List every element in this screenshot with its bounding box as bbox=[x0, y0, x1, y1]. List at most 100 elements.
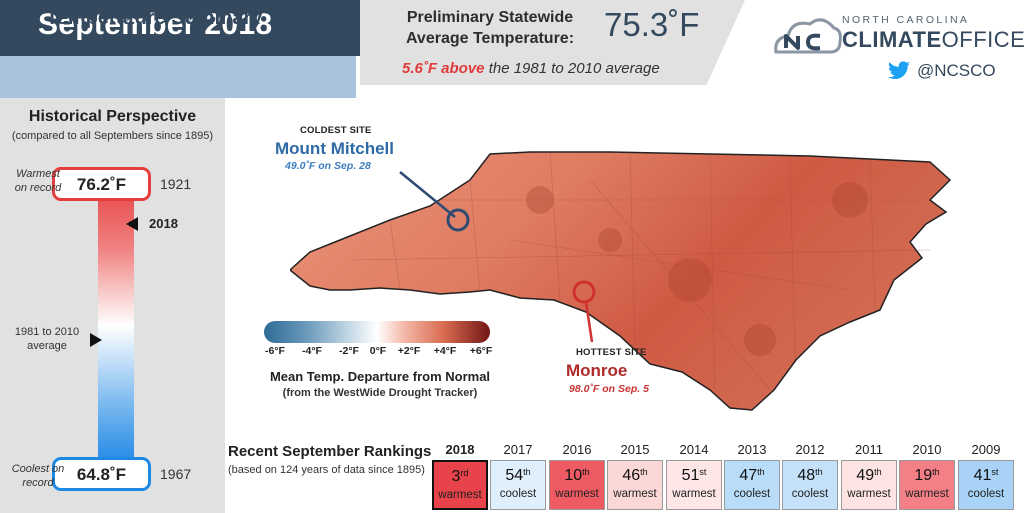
hottest-pointer-line bbox=[584, 301, 594, 343]
ranking-year: 2015 bbox=[620, 442, 650, 457]
legend-tick: -6°F bbox=[265, 345, 285, 357]
logo-name-rest: OFFICE bbox=[941, 27, 1024, 52]
ranking-value: 47th bbox=[739, 467, 765, 484]
ranking-cell: 3rd warmest bbox=[432, 460, 488, 510]
historical-subtitle: (compared to all Septembers since 1895) bbox=[11, 130, 214, 142]
ranking-year: 2018 bbox=[445, 442, 475, 457]
ranking-cell: 19th warmest bbox=[899, 460, 955, 510]
ranking-suffix: th bbox=[932, 467, 940, 477]
ranking-value: 54th bbox=[505, 467, 531, 484]
coolest-record-label: Coolest on record bbox=[6, 462, 70, 490]
ranking-suffix: th bbox=[874, 467, 882, 477]
ranking-word: coolest bbox=[733, 488, 771, 500]
coldest-site-label: COLDEST SITE bbox=[300, 125, 372, 136]
ranking-year: 2017 bbox=[503, 442, 533, 457]
ranking-cell: 51st warmest bbox=[666, 460, 722, 510]
hottest-site-detail: 98.0˚F on Sep. 5 bbox=[569, 383, 649, 395]
warmest-label-line2: on record bbox=[14, 182, 62, 194]
average-label-line1: 1981 to 2010 bbox=[14, 326, 80, 338]
ranking-year: 2012 bbox=[795, 442, 825, 457]
ranking-word: warmest bbox=[847, 488, 891, 500]
ranking-value: 46th bbox=[622, 467, 648, 484]
ranking-year: 2011 bbox=[855, 442, 883, 457]
statewide-label-line2: Average Temperature: bbox=[405, 30, 575, 47]
coldest-site-marker-icon bbox=[446, 208, 470, 232]
twitter-bird-icon[interactable] bbox=[887, 61, 911, 81]
page-title: September 2018 bbox=[38, 8, 273, 41]
warmest-label-line1: Warmest bbox=[16, 168, 60, 180]
legend-tick: -2°F bbox=[339, 345, 359, 357]
historical-title: Historical Perspective bbox=[28, 108, 197, 125]
ranking-year: 2009 bbox=[971, 442, 1001, 457]
north-carolina-temperature-map bbox=[290, 151, 952, 411]
ranking-value: 49th bbox=[856, 467, 882, 484]
statewide-average-value: 75.3˚F bbox=[604, 6, 700, 43]
warmest-record-value: 76.2˚F bbox=[52, 167, 151, 201]
legend-tick: +6°F bbox=[469, 345, 493, 357]
coldest-pointer-line bbox=[399, 171, 456, 218]
ranking-cell: 47th coolest bbox=[724, 460, 780, 510]
ranking-word: warmest bbox=[905, 488, 949, 500]
ranking-word: coolest bbox=[967, 488, 1005, 500]
ranking-value: 10th bbox=[564, 467, 590, 484]
ranking-cell: 10th warmest bbox=[549, 460, 605, 510]
ranking-value: 3rd bbox=[451, 468, 469, 485]
ranking-word: coolest bbox=[791, 488, 829, 500]
ranking-word: warmest bbox=[555, 488, 599, 500]
ranking-suffix: th bbox=[815, 467, 823, 477]
statewide-label-line1: Preliminary Statewide bbox=[406, 9, 574, 26]
ranking-year: 2014 bbox=[679, 442, 709, 457]
ranking-suffix: rd bbox=[460, 468, 469, 478]
subtitle-banner bbox=[0, 56, 356, 98]
legend-tick: 0°F bbox=[369, 345, 387, 357]
ranking-year: 2013 bbox=[737, 442, 767, 457]
legend-title: Mean Temp. Departure from Normal bbox=[269, 369, 491, 384]
coldest-site-name: Mount Mitchell bbox=[275, 139, 394, 158]
ranking-cell: 48th coolest bbox=[782, 460, 838, 510]
page-subtitle: Temperature Summary bbox=[46, 7, 263, 29]
ranking-word: warmest bbox=[438, 489, 482, 501]
anomaly-text: 5.6˚F above the 1981 to 2010 average bbox=[402, 60, 660, 77]
ranking-cell: 54th coolest bbox=[490, 460, 546, 510]
coolest-label-line1: Coolest on bbox=[11, 463, 65, 475]
hottest-site-label: HOTTEST SITE bbox=[576, 347, 647, 358]
ranking-suffix: th bbox=[757, 467, 765, 477]
ranking-word: warmest bbox=[672, 488, 716, 500]
current-year-label: 2018 bbox=[149, 216, 178, 231]
logo-name-bold: CLIMATE bbox=[842, 27, 942, 52]
ranking-word: warmest bbox=[613, 488, 657, 500]
twitter-handle-link[interactable]: @NCSCO bbox=[917, 61, 996, 80]
hottest-site-name: Monroe bbox=[566, 361, 628, 380]
ranking-suffix: th bbox=[582, 467, 590, 477]
logo-state-text: NORTH CAROLINA bbox=[842, 14, 970, 26]
legend-color-scale bbox=[264, 321, 490, 343]
ranking-word: coolest bbox=[499, 488, 537, 500]
coolest-record-value: 64.8˚F bbox=[52, 457, 151, 491]
coolest-record-year: 1967 bbox=[160, 466, 192, 482]
ranking-suffix: st bbox=[991, 467, 999, 477]
rankings-subtitle: (based on 124 years of data since 1895) bbox=[228, 464, 425, 476]
climate-office-logo-icon[interactable] bbox=[772, 12, 1012, 58]
month-banner bbox=[0, 0, 380, 56]
coolest-label-line2: record bbox=[22, 477, 54, 489]
ranking-value: 51st bbox=[681, 467, 707, 484]
ranking-value: 41st bbox=[973, 467, 999, 484]
legend-tick: -4°F bbox=[302, 345, 322, 357]
anomaly-value: 5.6˚F above bbox=[402, 60, 485, 77]
current-year-marker-icon bbox=[126, 217, 138, 231]
statewide-average-label: Preliminary Statewide Average Temperatur… bbox=[400, 7, 580, 49]
ranking-year: 2016 bbox=[562, 442, 592, 457]
ranking-suffix: st bbox=[699, 467, 707, 477]
ranking-value: 48th bbox=[797, 467, 823, 484]
ranking-suffix: th bbox=[523, 467, 531, 477]
ranking-cell: 41st coolest bbox=[958, 460, 1014, 510]
legend-tick: +2°F bbox=[397, 345, 421, 357]
ranking-cell: 49th warmest bbox=[841, 460, 897, 510]
average-label-line2: average bbox=[27, 340, 67, 352]
ranking-year: 2010 bbox=[912, 442, 942, 457]
legend-subtitle: (from the WestWide Drought Tracker) bbox=[282, 387, 478, 399]
anomaly-rest: the 1981 to 2010 average bbox=[484, 60, 660, 77]
ranking-value: 19th bbox=[914, 467, 940, 484]
warmest-record-year: 1921 bbox=[160, 176, 192, 192]
average-marker-icon bbox=[90, 333, 102, 347]
